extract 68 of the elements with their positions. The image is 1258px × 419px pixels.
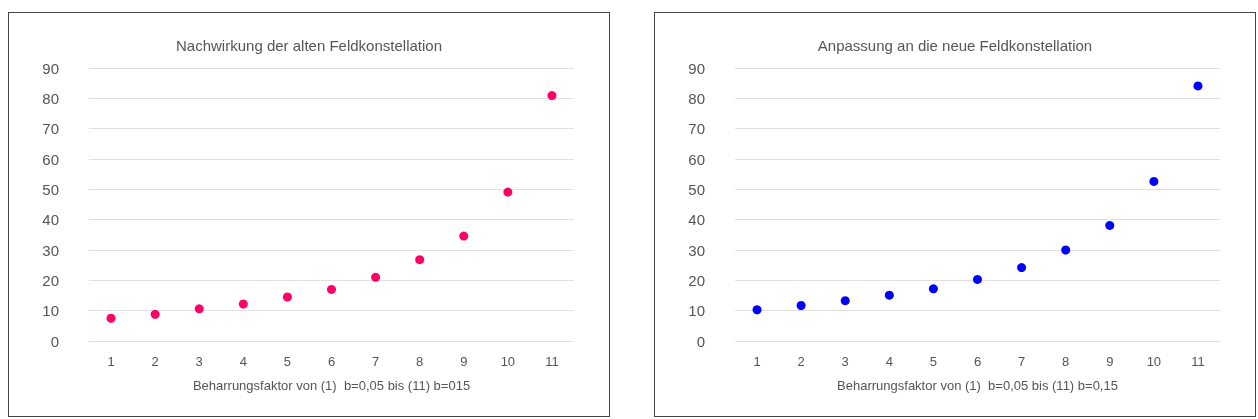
x-tick-label: 7 xyxy=(1017,354,1026,369)
x-tick-label: 6 xyxy=(973,354,982,369)
x-tick-label: 10 xyxy=(500,354,516,369)
x-tick-label: 7 xyxy=(371,354,380,369)
point xyxy=(194,304,204,314)
point xyxy=(106,313,116,323)
x-tick-label: 9 xyxy=(1106,354,1114,369)
point xyxy=(415,255,425,265)
x-tick-label: 3 xyxy=(195,354,203,369)
point xyxy=(752,305,762,315)
y-tick-label: 10 xyxy=(688,302,705,320)
chart-title: Anpassung an die neue Feldkonstellation xyxy=(817,37,1093,54)
y-tick-label: 30 xyxy=(688,241,705,259)
point xyxy=(796,301,806,311)
y-tick-label: 80 xyxy=(42,89,59,107)
x-tick-label: 2 xyxy=(151,354,159,369)
point xyxy=(928,284,938,294)
x-axis-title: Beharrungsfaktor von (1) b=0,05 bis (11) b=015 xyxy=(192,378,471,393)
point xyxy=(1149,176,1159,186)
point xyxy=(1017,263,1027,273)
x-tick-label: 4 xyxy=(239,354,247,369)
x-tick-label: 5 xyxy=(929,354,938,369)
y-tick-label: 40 xyxy=(42,211,59,229)
point xyxy=(1193,81,1203,91)
point xyxy=(547,91,557,101)
x-tick-label: 10 xyxy=(1146,354,1162,369)
point xyxy=(238,299,248,309)
point xyxy=(884,290,894,300)
y-tick-label: 0 xyxy=(50,332,59,350)
x-tick-label: 3 xyxy=(841,354,849,369)
y-tick-label: 50 xyxy=(688,180,705,198)
point xyxy=(371,272,381,282)
y-tick-label: 10 xyxy=(42,302,59,320)
x-tick-label: 2 xyxy=(797,354,805,369)
x-tick-label: 11 xyxy=(1191,354,1205,369)
x-tick-label: 1 xyxy=(107,354,115,369)
point xyxy=(1105,220,1115,230)
y-tick-label: 20 xyxy=(688,271,705,289)
y-tick-label: 40 xyxy=(688,211,705,229)
x-tick-label: 4 xyxy=(885,354,893,369)
y-tick-label: 70 xyxy=(42,120,59,138)
y-tick-label: 60 xyxy=(688,150,705,168)
x-tick-label: 11 xyxy=(545,354,559,369)
point xyxy=(973,274,982,284)
point xyxy=(150,309,160,319)
y-tick-label: 50 xyxy=(42,180,59,198)
point xyxy=(282,292,292,302)
x-tick-label: 1 xyxy=(753,354,761,369)
y-tick-label: 80 xyxy=(688,89,705,107)
point xyxy=(459,231,469,241)
x-tick-label: 9 xyxy=(460,354,468,369)
y-tick-label: 70 xyxy=(688,120,705,138)
x-axis-title: Beharrungsfaktor von (1) b=0,05 bis (11) b=0,15 xyxy=(837,378,1118,393)
x-tick-label: 6 xyxy=(327,354,336,369)
y-tick-label: 30 xyxy=(42,241,59,259)
point xyxy=(840,296,850,306)
y-tick-label: 0 xyxy=(696,332,705,350)
x-tick-label: 8 xyxy=(416,354,424,369)
y-tick-label: 90 xyxy=(42,59,59,77)
point xyxy=(1061,245,1071,255)
x-tick-label: 5 xyxy=(283,354,292,369)
point xyxy=(503,187,513,197)
y-tick-label: 90 xyxy=(688,59,705,77)
chart-title: Nachwirkung der alten Feldkonstellation xyxy=(176,37,442,54)
x-tick-label: 8 xyxy=(1062,354,1070,369)
y-tick-label: 20 xyxy=(42,271,59,289)
y-tick-label: 60 xyxy=(42,150,59,168)
point xyxy=(327,284,336,294)
